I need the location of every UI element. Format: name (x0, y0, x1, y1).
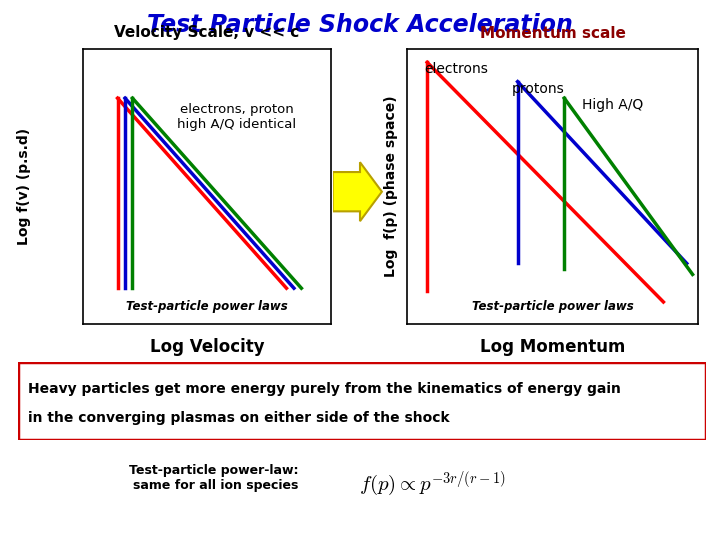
Text: High A/Q: High A/Q (582, 98, 643, 112)
Text: Log Velocity: Log Velocity (150, 338, 264, 355)
Text: Velocity Scale, v << c: Velocity Scale, v << c (114, 25, 300, 40)
Text: protons: protons (512, 82, 564, 96)
Text: Test-particle power-law:
same for all ion species: Test-particle power-law: same for all io… (130, 464, 299, 492)
Text: Log  f(p) (phase space): Log f(p) (phase space) (384, 96, 398, 277)
Text: Log f(v) (p.s.d): Log f(v) (p.s.d) (17, 128, 31, 245)
Text: Test-particle power laws: Test-particle power laws (472, 300, 634, 313)
Text: Log Momentum: Log Momentum (480, 338, 625, 355)
Text: in the converging plasmas on either side of the shock: in the converging plasmas on either side… (28, 411, 450, 425)
Text: electrons, proton
high A/Q identical: electrons, proton high A/Q identical (177, 104, 297, 131)
FancyArrow shape (333, 162, 382, 221)
Text: Test Particle Shock Acceleration: Test Particle Shock Acceleration (147, 14, 573, 37)
Text: Heavy particles get more energy purely from the kinematics of energy gain: Heavy particles get more energy purely f… (28, 382, 621, 396)
Text: $f(p) \propto p^{-3r/(r-1)}$: $f(p) \propto p^{-3r/(r-1)}$ (359, 469, 505, 498)
Text: Test-particle power laws: Test-particle power laws (126, 300, 288, 313)
Text: electrons: electrons (424, 63, 488, 76)
FancyBboxPatch shape (18, 362, 706, 440)
Text: Momentum scale: Momentum scale (480, 25, 626, 40)
